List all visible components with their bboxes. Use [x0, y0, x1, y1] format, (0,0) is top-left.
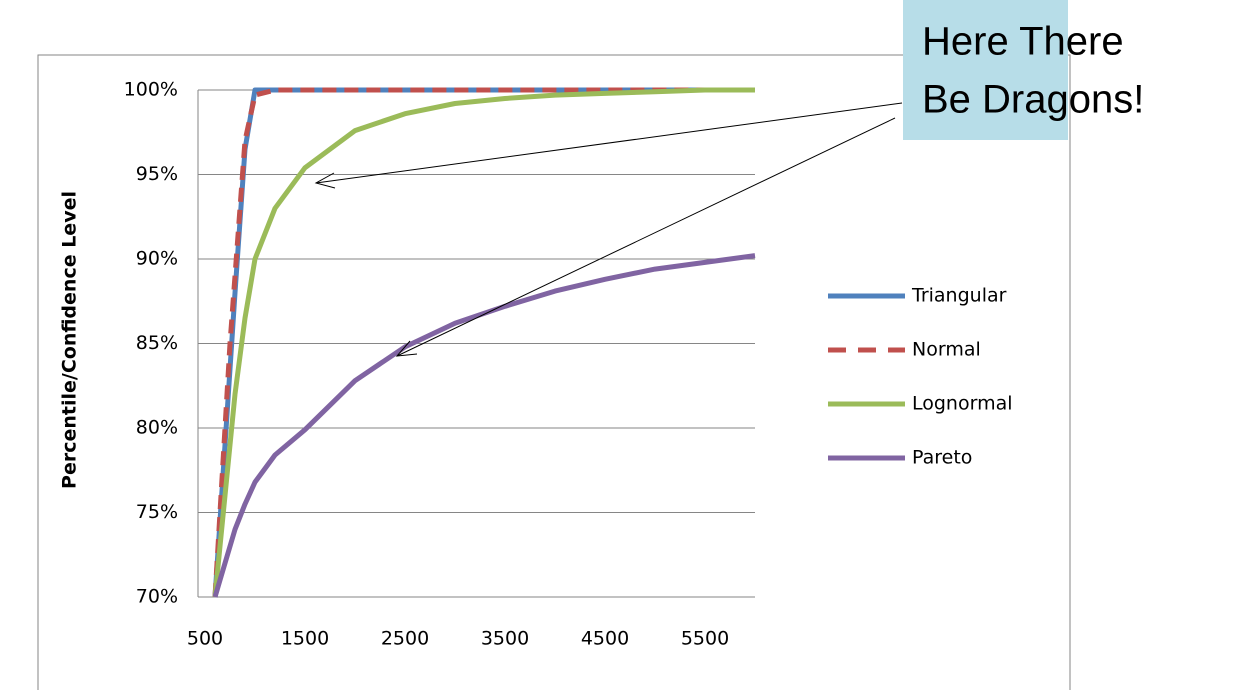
callout-text: Here There — [922, 20, 1124, 64]
arrow — [315, 102, 903, 184]
x-tick-label: 3500 — [481, 628, 529, 650]
callout: Here There Be Dragons! — [314, 0, 1144, 357]
y-tick-label: 95% — [136, 163, 178, 185]
series-line — [212, 253, 756, 598]
arrow-head — [314, 172, 336, 189]
x-tick-label: 4500 — [581, 628, 629, 650]
y-tick-label: 75% — [136, 501, 178, 523]
y-tick-label: 90% — [136, 248, 178, 270]
x-tick-label: 1500 — [281, 628, 329, 650]
y-tick-label: 100% — [124, 79, 178, 101]
legend-label: Triangular — [911, 285, 1007, 307]
legend-label: Lognormal — [912, 393, 1013, 415]
x-tick-label: 500 — [187, 628, 223, 650]
x-tick-label: 2500 — [381, 628, 429, 650]
legend-label: Pareto — [912, 447, 972, 469]
arrow — [396, 117, 896, 357]
legend-label: Normal — [912, 339, 981, 361]
series-line — [212, 87, 755, 598]
plot-area: 70% 75% 80% 85% 90% 95% 100% 500 1500 2500 3500 450… — [124, 79, 1013, 650]
y-tick-label: 70% — [136, 586, 178, 608]
series-line — [212, 87, 755, 598]
arrow-head — [395, 340, 418, 357]
y-tick-label: 85% — [136, 332, 178, 354]
y-tick-label: 80% — [136, 417, 178, 439]
y-axis-label: Percentile/Confidence Level — [59, 191, 81, 489]
callout-text: Be Dragons! — [922, 78, 1144, 122]
x-tick-label: 5500 — [681, 628, 729, 650]
callout-box — [903, 0, 1068, 140]
chart-frame — [37, 54, 1071, 690]
